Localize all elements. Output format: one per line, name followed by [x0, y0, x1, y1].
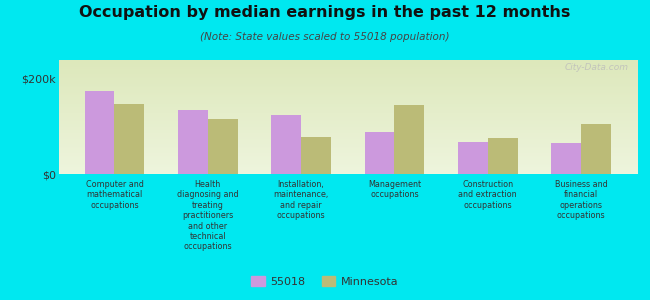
Bar: [365, 132, 395, 174]
Bar: [395, 105, 424, 174]
Text: Business and
financial
operations
occupations: Business and financial operations occupa…: [554, 180, 607, 220]
Text: Management
occupations: Management occupations: [368, 180, 421, 200]
Text: (Note: State values scaled to 55018 population): (Note: State values scaled to 55018 popu…: [200, 32, 450, 41]
Text: Installation,
maintenance,
and repair
occupations: Installation, maintenance, and repair oc…: [274, 180, 329, 220]
Text: Occupation by median earnings in the past 12 months: Occupation by median earnings in the pas…: [79, 4, 571, 20]
Text: Construction
and extraction
occupations: Construction and extraction occupations: [458, 180, 517, 210]
Bar: [581, 124, 611, 174]
Text: Health
diagnosing and
treating
practitioners
and other
technical
occupations: Health diagnosing and treating practitio…: [177, 180, 239, 251]
Bar: [208, 119, 238, 174]
Bar: [84, 91, 114, 174]
Bar: [551, 143, 581, 174]
Bar: [178, 110, 208, 174]
Bar: [271, 115, 301, 174]
Bar: [114, 104, 144, 174]
Legend: 55018, Minnesota: 55018, Minnesota: [247, 272, 403, 291]
Bar: [488, 138, 517, 174]
Text: Computer and
mathematical
occupations: Computer and mathematical occupations: [86, 180, 144, 210]
Text: City-Data.com: City-Data.com: [564, 63, 629, 72]
Bar: [301, 137, 331, 174]
Bar: [458, 142, 488, 174]
